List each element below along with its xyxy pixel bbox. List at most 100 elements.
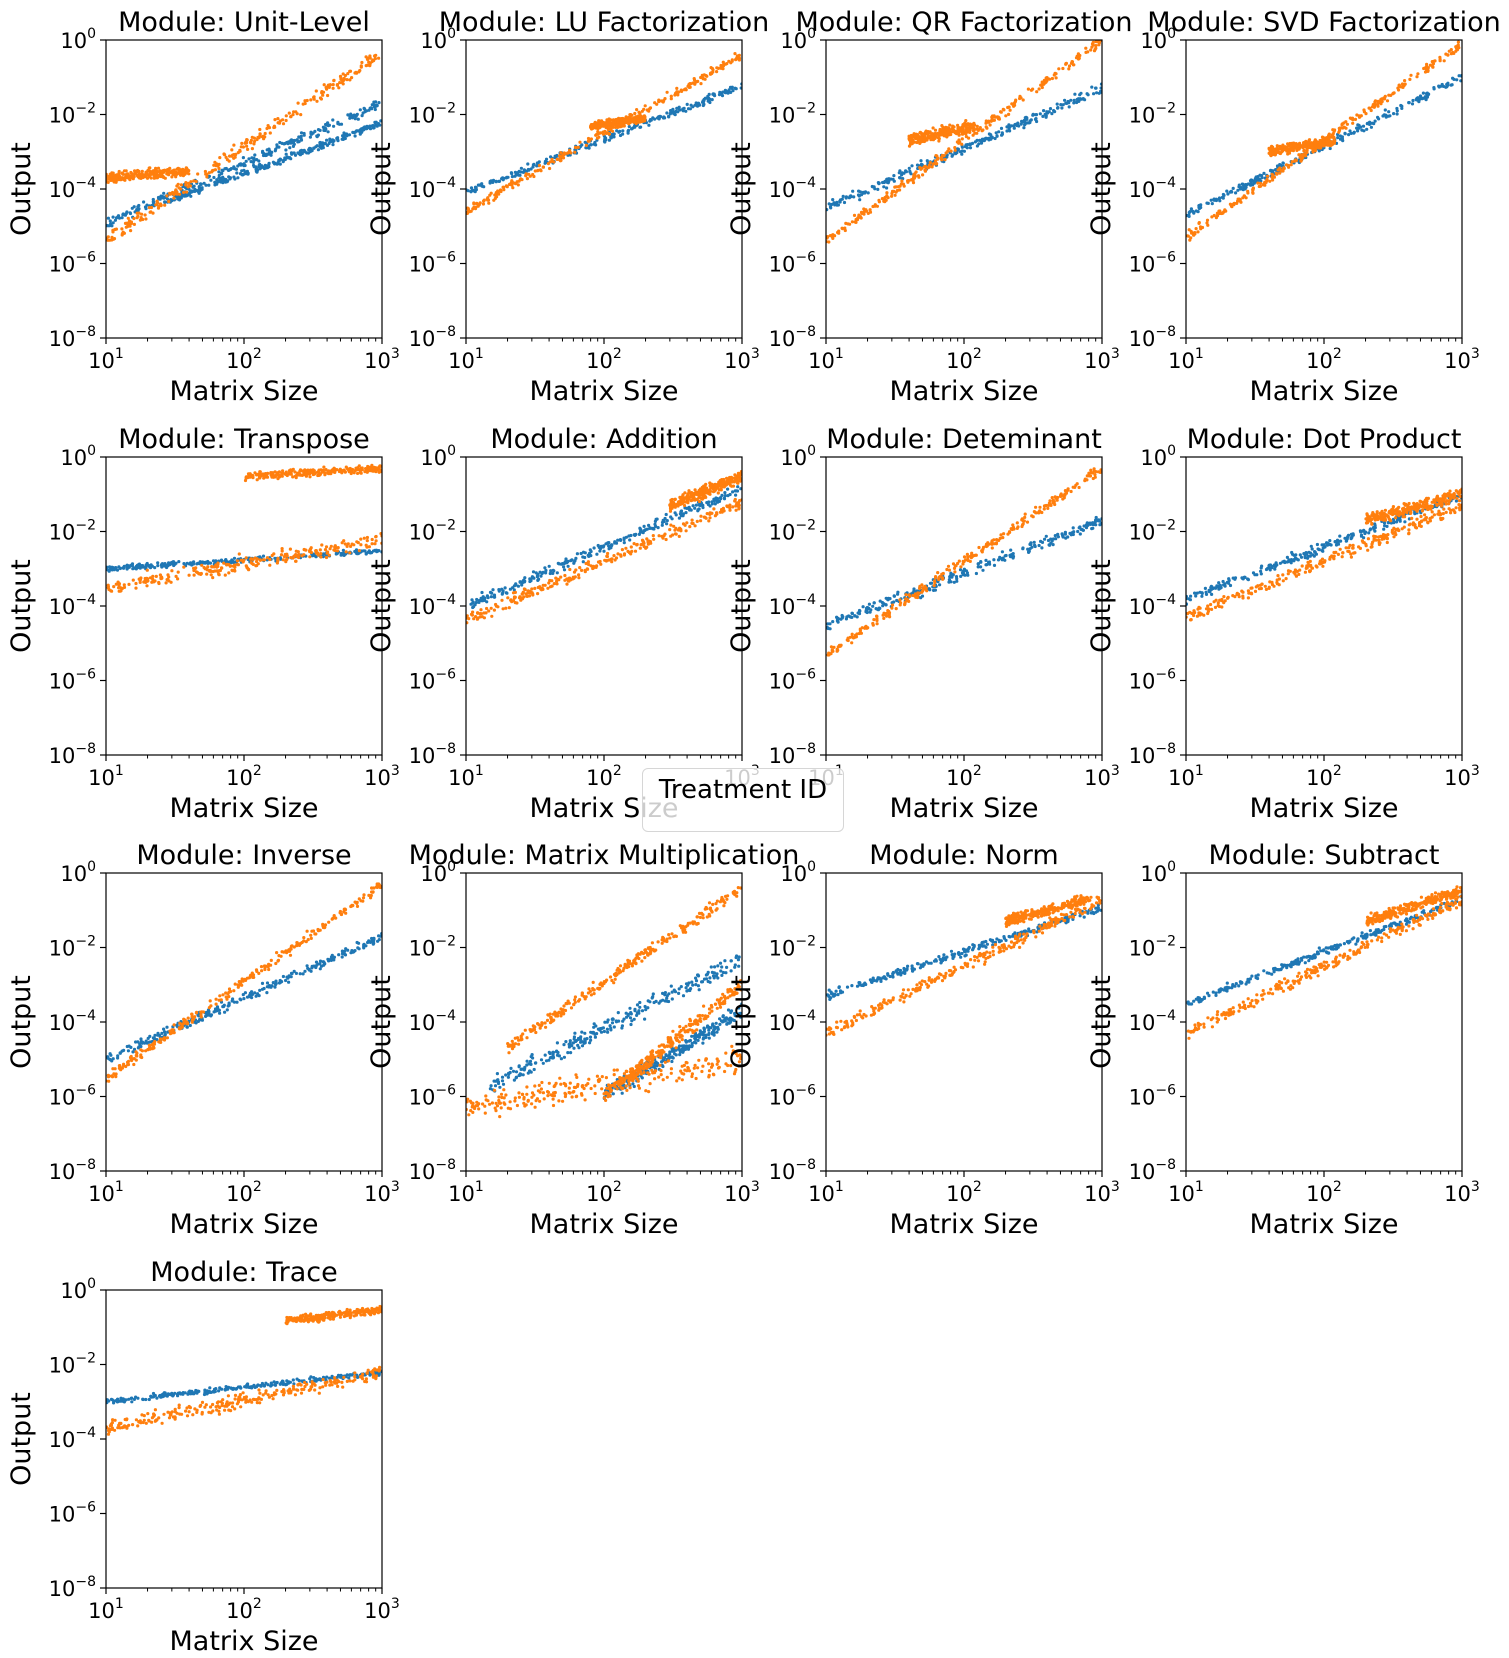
data-point [303, 99, 307, 103]
data-point [348, 114, 352, 118]
data-point [519, 166, 524, 170]
data-point [559, 158, 563, 162]
data-point [916, 137, 921, 141]
data-point [579, 551, 583, 556]
data-point [1078, 53, 1082, 58]
data-point [222, 152, 226, 156]
x-tick-label: 101 [88, 763, 124, 790]
data-point [953, 131, 957, 135]
data-point [371, 549, 376, 553]
data-point [1274, 171, 1278, 175]
data-point [1440, 82, 1444, 87]
data-point [934, 154, 938, 158]
data-point [118, 589, 122, 593]
data-point [1060, 106, 1064, 110]
data-point [165, 172, 169, 176]
data-point [492, 608, 496, 612]
data-point [907, 166, 911, 170]
data-point [237, 552, 241, 556]
data-point [262, 475, 266, 479]
data-point [1210, 202, 1214, 206]
data-point [326, 93, 330, 98]
data-point [919, 159, 923, 163]
data-point [696, 101, 701, 105]
data-point [660, 523, 664, 527]
data-point [230, 148, 234, 152]
data-point [734, 508, 738, 512]
data-point [1285, 146, 1289, 150]
axes-frame [105, 39, 383, 339]
data-point [472, 617, 476, 621]
data-point [151, 197, 155, 202]
data-point [716, 66, 721, 70]
data-point [235, 559, 240, 563]
data-point [280, 547, 284, 551]
data-point [146, 579, 150, 583]
data-point [1442, 59, 1446, 63]
data-point [1289, 144, 1293, 148]
data-point [163, 200, 167, 204]
data-point [281, 471, 285, 475]
data-point [1191, 210, 1196, 214]
data-point [355, 129, 359, 133]
data-point [164, 581, 168, 585]
data-point [595, 552, 599, 556]
data-point [225, 158, 229, 162]
data-point [185, 190, 189, 194]
data-point [625, 118, 629, 122]
data-point [272, 124, 276, 128]
data-point [1214, 197, 1218, 201]
data-point [616, 552, 620, 556]
data-point [850, 220, 855, 224]
x-tick-label: 101 [448, 346, 484, 373]
data-point [1258, 184, 1263, 188]
data-point [908, 169, 912, 173]
data-point [224, 558, 228, 562]
data-point [1352, 131, 1356, 135]
data-point [836, 230, 840, 235]
data-point [1054, 72, 1058, 76]
data-point [469, 189, 473, 193]
data-point [1313, 149, 1317, 153]
data-point [375, 550, 379, 554]
data-point [174, 173, 178, 177]
data-point [225, 180, 229, 184]
data-point [248, 140, 253, 144]
data-point [987, 137, 991, 142]
data-point [1356, 123, 1360, 127]
data-point [297, 472, 301, 476]
data-point [543, 161, 547, 165]
data-point [337, 86, 341, 90]
data-point [1099, 86, 1102, 90]
data-point [1004, 114, 1008, 118]
data-point [258, 127, 262, 132]
data-point [331, 86, 335, 90]
data-point [243, 478, 248, 483]
data-point [1041, 114, 1045, 118]
data-point [665, 111, 669, 115]
x-tick-label: 101 [88, 346, 124, 373]
data-point [253, 471, 257, 475]
data-point [327, 553, 331, 557]
data-point [509, 598, 513, 602]
data-point [701, 100, 706, 104]
data-point [268, 563, 272, 567]
data-point [1447, 49, 1451, 53]
data-point [1194, 227, 1198, 231]
data-point [633, 111, 637, 116]
data-point [343, 470, 347, 474]
data-point [1426, 69, 1430, 73]
data-point [331, 83, 335, 87]
data-point [1214, 216, 1218, 220]
data-point [197, 185, 201, 189]
data-point [1234, 191, 1238, 195]
data-point [170, 569, 174, 573]
data-point [964, 144, 968, 148]
data-point [648, 526, 653, 530]
data-point [871, 185, 875, 189]
data-point [635, 542, 639, 547]
data-point [1017, 124, 1021, 128]
data-point [153, 566, 157, 570]
data-point [1403, 79, 1407, 83]
data-point [919, 137, 923, 141]
